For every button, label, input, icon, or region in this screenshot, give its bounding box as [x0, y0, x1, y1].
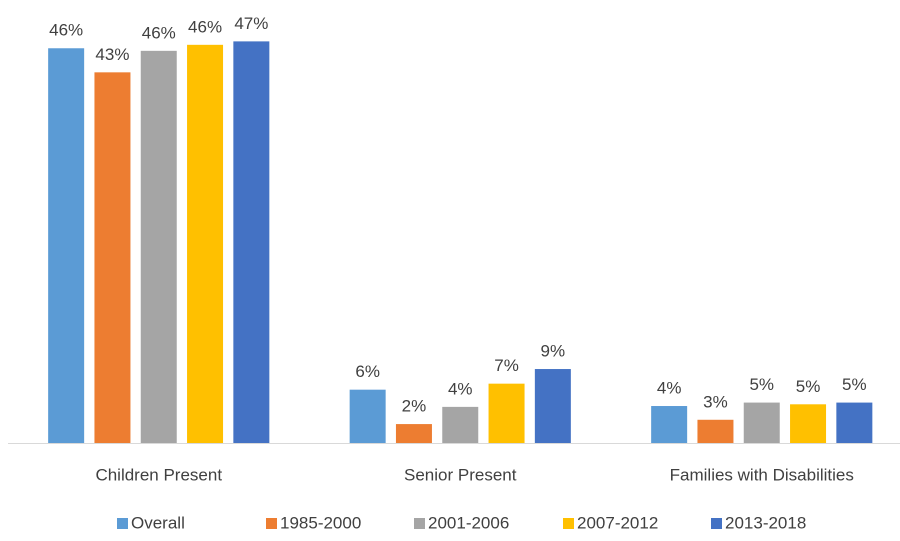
- legend-label: 2007-2012: [577, 513, 658, 532]
- legend-label: 1985-2000: [280, 513, 361, 532]
- bar: [743, 402, 780, 443]
- legend-label: Overall: [131, 513, 185, 532]
- bar: [94, 72, 131, 443]
- legend-swatch: [266, 518, 277, 529]
- data-label: 4%: [448, 379, 473, 398]
- bar: [187, 44, 224, 443]
- data-label: 2%: [402, 397, 427, 416]
- data-label: 46%: [188, 17, 222, 36]
- bar: [836, 402, 873, 443]
- legend-swatch: [563, 518, 574, 529]
- legend-swatch: [711, 518, 722, 529]
- data-label: 47%: [234, 14, 268, 33]
- bar: [488, 383, 525, 443]
- data-label: 43%: [95, 45, 129, 64]
- legend-label: 2001-2006: [428, 513, 509, 532]
- bar: [349, 389, 386, 443]
- legend-swatch: [117, 518, 128, 529]
- bar: [140, 50, 177, 444]
- data-label: 5%: [749, 375, 774, 394]
- bar: [651, 406, 688, 443]
- bar: [790, 404, 827, 443]
- bar: [534, 369, 571, 443]
- legend-swatch: [414, 518, 425, 529]
- bar: [442, 406, 479, 443]
- x-tick-label: Senior Present: [404, 465, 517, 484]
- bar: [395, 424, 432, 443]
- data-label: 46%: [142, 23, 176, 42]
- data-label: 4%: [657, 379, 682, 398]
- x-tick-label: Children Present: [95, 465, 222, 484]
- data-label: 9%: [541, 342, 566, 361]
- bar: [233, 41, 270, 443]
- data-label: 3%: [703, 392, 728, 411]
- x-tick-label: Families with Disabilities: [670, 465, 854, 484]
- data-label: 5%: [796, 377, 821, 396]
- bar: [697, 419, 734, 443]
- data-label: 6%: [355, 362, 380, 381]
- legend-label: 2013-2018: [725, 513, 806, 532]
- bar: [48, 48, 85, 443]
- data-label: 46%: [49, 21, 83, 40]
- data-label: 7%: [494, 356, 519, 375]
- data-label: 5%: [842, 375, 867, 394]
